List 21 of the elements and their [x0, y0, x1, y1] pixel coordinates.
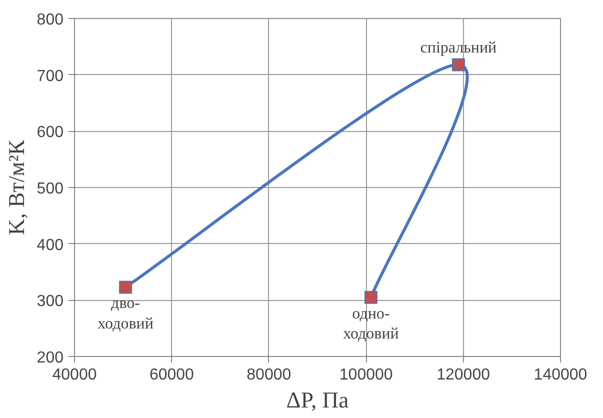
annotation: одно- ходовий: [343, 305, 400, 343]
y-tick-label: 200: [36, 350, 64, 366]
x-tick-label: 100000: [339, 366, 393, 384]
y-tick-label: 700: [36, 68, 64, 85]
annotation: дво- ходовий: [98, 295, 154, 333]
x-tick-label: 60000: [149, 366, 194, 384]
x-axis-title: ΔP, Па: [286, 388, 349, 412]
x-tick-label: 40000: [52, 366, 97, 384]
y-tick-label: 300: [36, 293, 64, 310]
x-tick-label: 140000: [534, 366, 588, 384]
y-tick-label: 600: [36, 124, 64, 142]
y-tick-label: 400: [36, 236, 64, 254]
x-tick-label: 120000: [436, 366, 490, 384]
annotation: спіральний: [420, 40, 498, 57]
point: [364, 290, 378, 304]
y-tick-label: 500: [36, 180, 64, 198]
point: [119, 280, 132, 294]
x-tick-label: 80000: [246, 366, 292, 384]
point: [452, 58, 465, 72]
y-axis-title: K, Вт/м²К: [4, 138, 29, 236]
y-tick-label: 800: [36, 12, 64, 28]
